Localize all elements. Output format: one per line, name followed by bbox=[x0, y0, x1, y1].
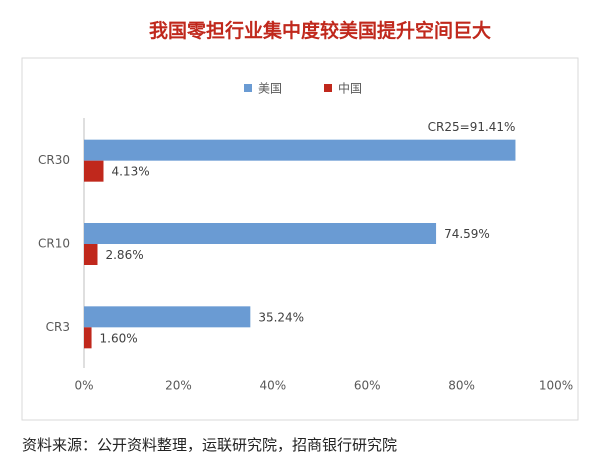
value-label: 1.60% bbox=[100, 331, 138, 345]
chart-title: 我国零担行业集中度较美国提升空间巨大 bbox=[149, 19, 491, 42]
bar bbox=[84, 160, 104, 182]
x-tick-label: 100% bbox=[539, 379, 573, 393]
x-tick-label: 80% bbox=[448, 379, 475, 393]
value-label: CR25=91.41% bbox=[428, 120, 516, 134]
legend-label: 中国 bbox=[338, 81, 362, 96]
bar bbox=[84, 327, 92, 349]
y-tick-label: CR3 bbox=[46, 320, 70, 334]
legend-swatch bbox=[324, 84, 332, 92]
bar bbox=[84, 223, 437, 244]
bar bbox=[84, 139, 516, 161]
legend-label: 美国 bbox=[258, 82, 282, 96]
bar bbox=[84, 306, 251, 328]
x-tick-label: 20% bbox=[165, 379, 192, 393]
x-tick-label: 0% bbox=[74, 379, 93, 393]
source-note: 资料来源：公开资料整理，运联研究院，招商银行研究院 bbox=[22, 436, 397, 454]
bar bbox=[84, 244, 98, 265]
y-tick-label: CR10 bbox=[38, 237, 70, 251]
value-label: 35.24% bbox=[258, 310, 304, 324]
value-label: 4.13% bbox=[111, 165, 149, 179]
chart-frame bbox=[21, 57, 579, 421]
x-tick-label: 60% bbox=[354, 379, 381, 393]
x-tick-label: 40% bbox=[259, 379, 286, 393]
value-label: 74.59% bbox=[444, 227, 490, 241]
value-label: 2.86% bbox=[105, 248, 143, 262]
y-tick-label: CR30 bbox=[38, 153, 70, 167]
legend-swatch bbox=[244, 84, 252, 92]
